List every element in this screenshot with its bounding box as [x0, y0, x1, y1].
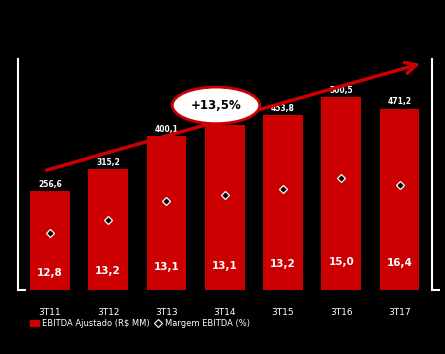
- Text: 13,1: 13,1: [154, 262, 179, 272]
- Legend: EBITDA Ajustado (R$ MM), Margem EBITDA (%): EBITDA Ajustado (R$ MM), Margem EBITDA (…: [30, 319, 251, 328]
- Bar: [205, 125, 245, 290]
- Text: 256,6: 256,6: [38, 180, 62, 189]
- Ellipse shape: [172, 87, 260, 124]
- Text: 3T15: 3T15: [272, 308, 294, 316]
- Bar: [263, 115, 303, 290]
- Text: 453,8: 453,8: [271, 104, 295, 113]
- Text: 16,4: 16,4: [387, 258, 413, 268]
- Text: 15,0: 15,0: [328, 257, 354, 267]
- Bar: [30, 192, 70, 290]
- Text: 3T11: 3T11: [39, 308, 61, 316]
- Text: 3T13: 3T13: [155, 308, 178, 316]
- Text: 315,2: 315,2: [96, 158, 120, 166]
- Bar: [321, 97, 361, 290]
- Text: 3T12: 3T12: [97, 308, 119, 316]
- Text: 13,1: 13,1: [212, 261, 238, 270]
- Bar: [146, 136, 186, 290]
- Text: 13,2: 13,2: [95, 266, 121, 276]
- Text: 3T17: 3T17: [388, 308, 411, 316]
- Text: 3T16: 3T16: [330, 308, 352, 316]
- Text: 500,5: 500,5: [329, 86, 353, 95]
- Text: 400,1: 400,1: [154, 125, 178, 134]
- Text: +13,5%: +13,5%: [190, 99, 241, 112]
- Bar: [88, 169, 128, 290]
- Text: 427,8: 427,8: [213, 114, 237, 123]
- Text: 13,2: 13,2: [270, 259, 296, 269]
- Text: 3T14: 3T14: [214, 308, 236, 316]
- Text: 12,8: 12,8: [37, 268, 63, 278]
- Bar: [380, 109, 419, 290]
- Text: 471,2: 471,2: [388, 97, 412, 107]
